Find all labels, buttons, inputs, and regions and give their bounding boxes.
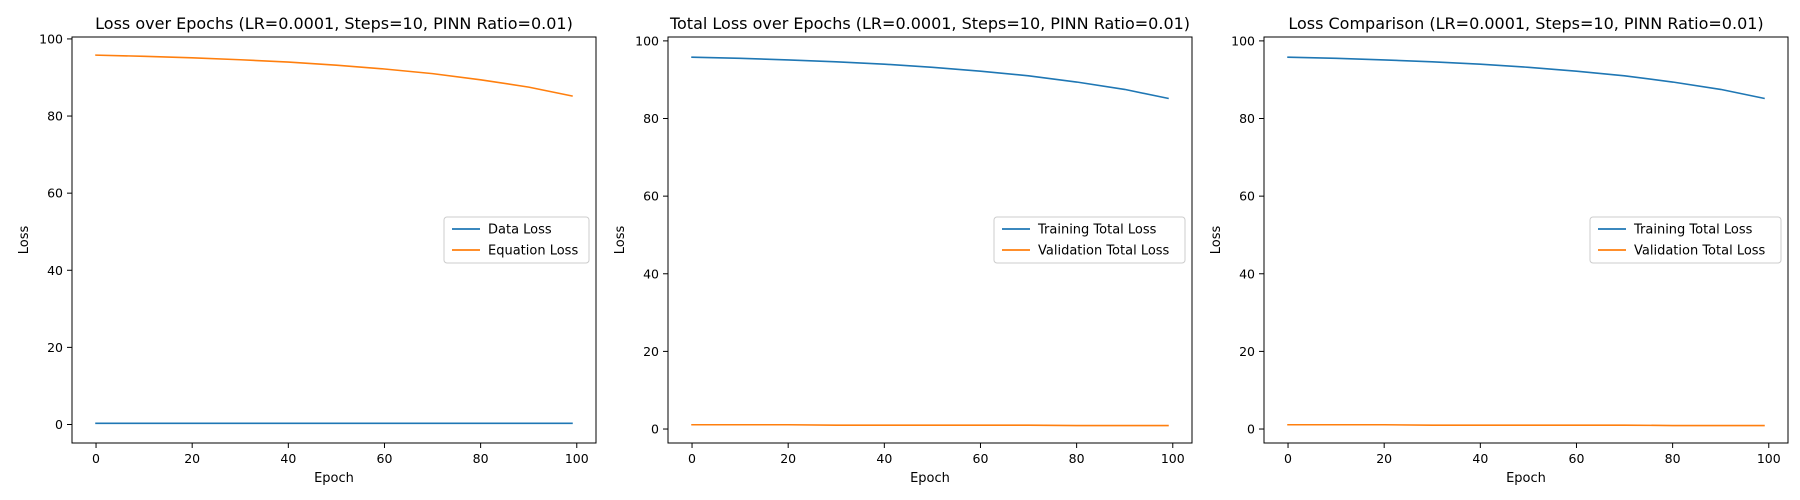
x-tick-label: 80 (473, 451, 489, 466)
y-tick-label: 20 (1239, 344, 1255, 359)
chart-title: Total Loss over Epochs (LR=0.0001, Steps… (669, 14, 1190, 33)
y-tick-label: 100 (1231, 33, 1255, 48)
y-axis-label: Loss (613, 226, 628, 255)
x-axis-label: Epoch (314, 471, 354, 486)
y-tick-label: 0 (1247, 422, 1255, 437)
x-tick-label: 20 (184, 451, 200, 466)
x-tick-label: 40 (876, 451, 892, 466)
plot-frame (1263, 36, 1789, 444)
y-tick-label: 60 (643, 189, 659, 204)
y-tick-label: 80 (643, 111, 659, 126)
series-line-1 (691, 56, 1169, 100)
y-tick-label: 80 (1239, 111, 1255, 126)
y-tick-label: 100 (635, 33, 659, 48)
y-tick-label: 40 (47, 263, 63, 278)
legend-label-2: Validation Total Loss (1634, 244, 1766, 259)
legend-label-2: Validation Total Loss (1038, 244, 1170, 259)
x-axis-label: Epoch (1506, 471, 1546, 486)
x-tick-label: 100 (1757, 451, 1781, 466)
x-tick-label: 20 (780, 451, 796, 466)
series-line-1 (1287, 56, 1765, 100)
legend-box (993, 216, 1186, 264)
x-tick-label: 40 (280, 451, 296, 466)
y-axis-label: Loss (17, 226, 32, 255)
x-tick-label: 0 (92, 451, 100, 466)
series-line-2 (95, 54, 573, 97)
x-tick-label: 60 (1569, 451, 1585, 466)
y-tick-label: 40 (1239, 266, 1255, 281)
legend-box (443, 216, 590, 264)
x-tick-label: 80 (1069, 451, 1085, 466)
x-tick-label: 20 (1376, 451, 1392, 466)
series-line-2 (1287, 423, 1765, 427)
chart-title: Loss over Epochs (LR=0.0001, Steps=10, P… (95, 14, 573, 33)
y-tick-label: 0 (651, 422, 659, 437)
x-tick-label: 0 (688, 451, 696, 466)
y-tick-label: 80 (47, 109, 63, 124)
legend-box (1589, 216, 1782, 264)
legend-label-2: Equation Loss (488, 244, 578, 259)
x-tick-label: 60 (973, 451, 989, 466)
y-tick-label: 40 (643, 266, 659, 281)
series-line-2 (691, 423, 1169, 427)
legend-label-1: Training Total Loss (1633, 223, 1753, 238)
x-tick-label: 100 (1161, 451, 1185, 466)
x-tick-label: 80 (1665, 451, 1681, 466)
x-tick-label: 40 (1472, 451, 1488, 466)
y-tick-label: 0 (55, 417, 63, 432)
x-tick-label: 100 (565, 451, 589, 466)
y-tick-label: 20 (47, 340, 63, 355)
x-axis-label: Epoch (910, 471, 950, 486)
chart-title: Loss Comparison (LR=0.0001, Steps=10, PI… (1288, 14, 1763, 33)
y-tick-label: 100 (39, 31, 63, 46)
x-tick-label: 0 (1284, 451, 1292, 466)
legend-label-1: Training Total Loss (1037, 223, 1157, 238)
y-tick-label: 60 (47, 186, 63, 201)
y-axis-label: Loss (1209, 226, 1224, 255)
plot-frame (667, 36, 1193, 444)
y-tick-label: 60 (1239, 189, 1255, 204)
plot-frame (71, 36, 597, 444)
legend-label-1: Data Loss (488, 223, 552, 238)
x-tick-label: 60 (377, 451, 393, 466)
y-tick-label: 20 (643, 344, 659, 359)
